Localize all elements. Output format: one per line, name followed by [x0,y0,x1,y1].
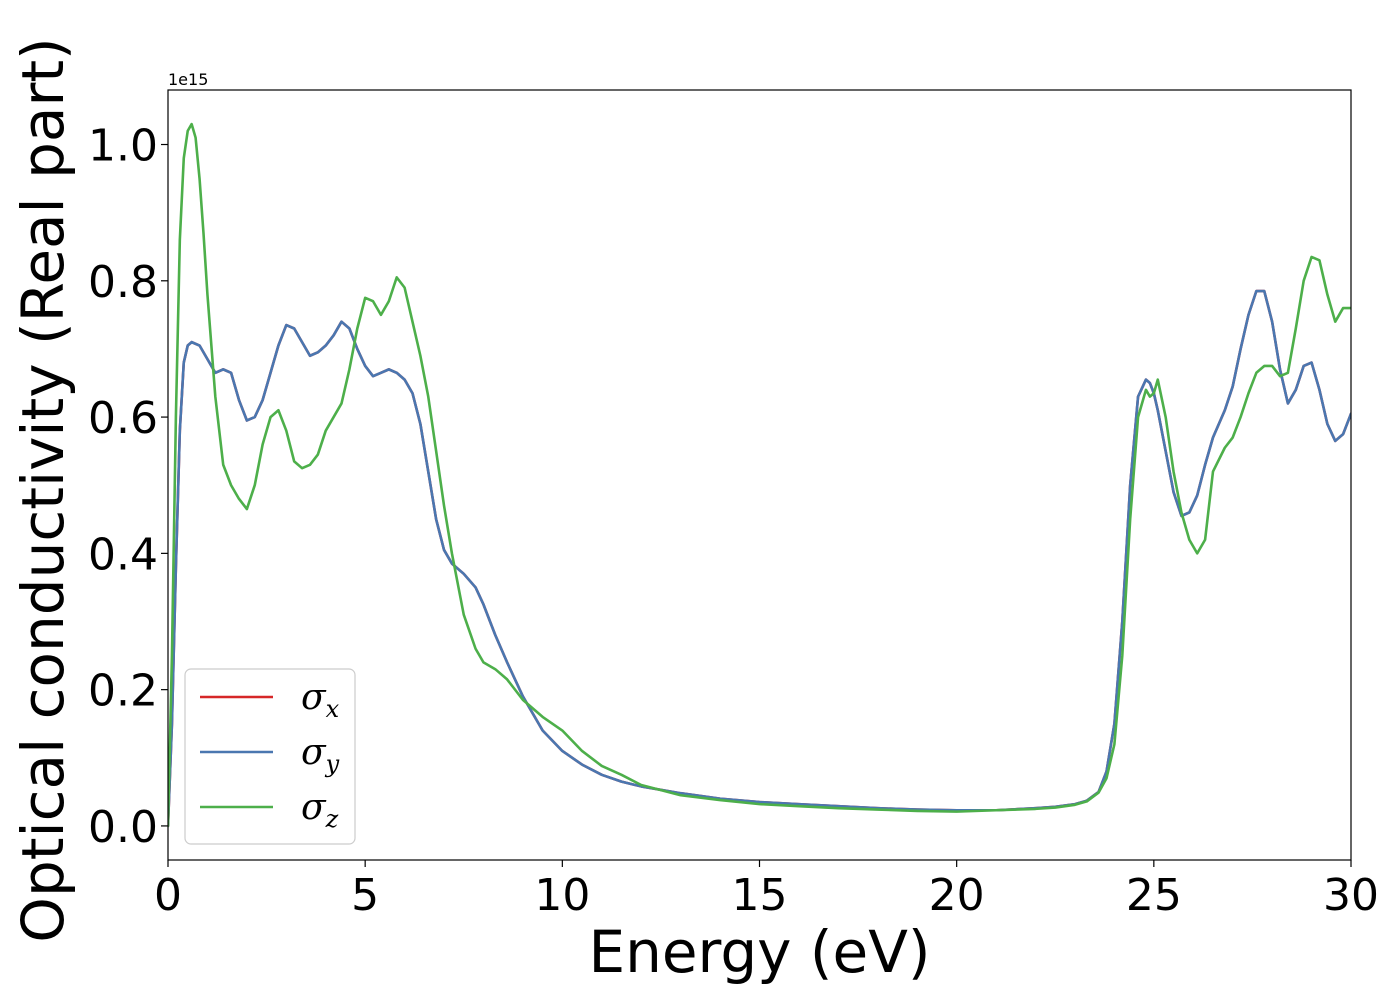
legend-label-sigma-y: σy [301,732,340,778]
y-tick-label: 1.0 [88,121,158,172]
x-axis-ticks: 0 5 10 15 20 25 30 [154,860,1379,921]
x-tick-label: 5 [351,870,379,921]
x-tick-label: 15 [732,870,788,921]
x-axis-title: Energy (eV) [588,918,930,986]
y-tick-label: 0.8 [88,257,158,308]
x-tick-label: 25 [1126,870,1182,921]
y-tick-label: 0.2 [88,666,158,717]
series-line-sigma-y [168,289,1351,828]
plot-area [168,122,1351,828]
x-tick-label: 30 [1323,870,1379,921]
legend-box [184,668,356,845]
y-tick-label: 0.4 [88,529,158,580]
series-line-sigma-z [168,122,1351,828]
x-tick-label: 10 [534,870,590,921]
y-tick-label: 0.0 [88,802,158,853]
y-axis-offset-label: 1e15 [168,70,208,89]
y-axis-title: Optical conductivity (Real part) [9,37,77,942]
x-tick-label: 0 [154,870,182,921]
legend: σx σy σz [184,668,356,845]
legend-label-sigma-x: σx [301,677,340,723]
y-axis-ticks: 0.0 0.2 0.4 0.6 0.8 1.0 [88,121,168,853]
x-tick-label: 20 [929,870,985,921]
y-tick-label: 0.6 [88,393,158,444]
legend-label-sigma-z: σz [301,787,339,833]
